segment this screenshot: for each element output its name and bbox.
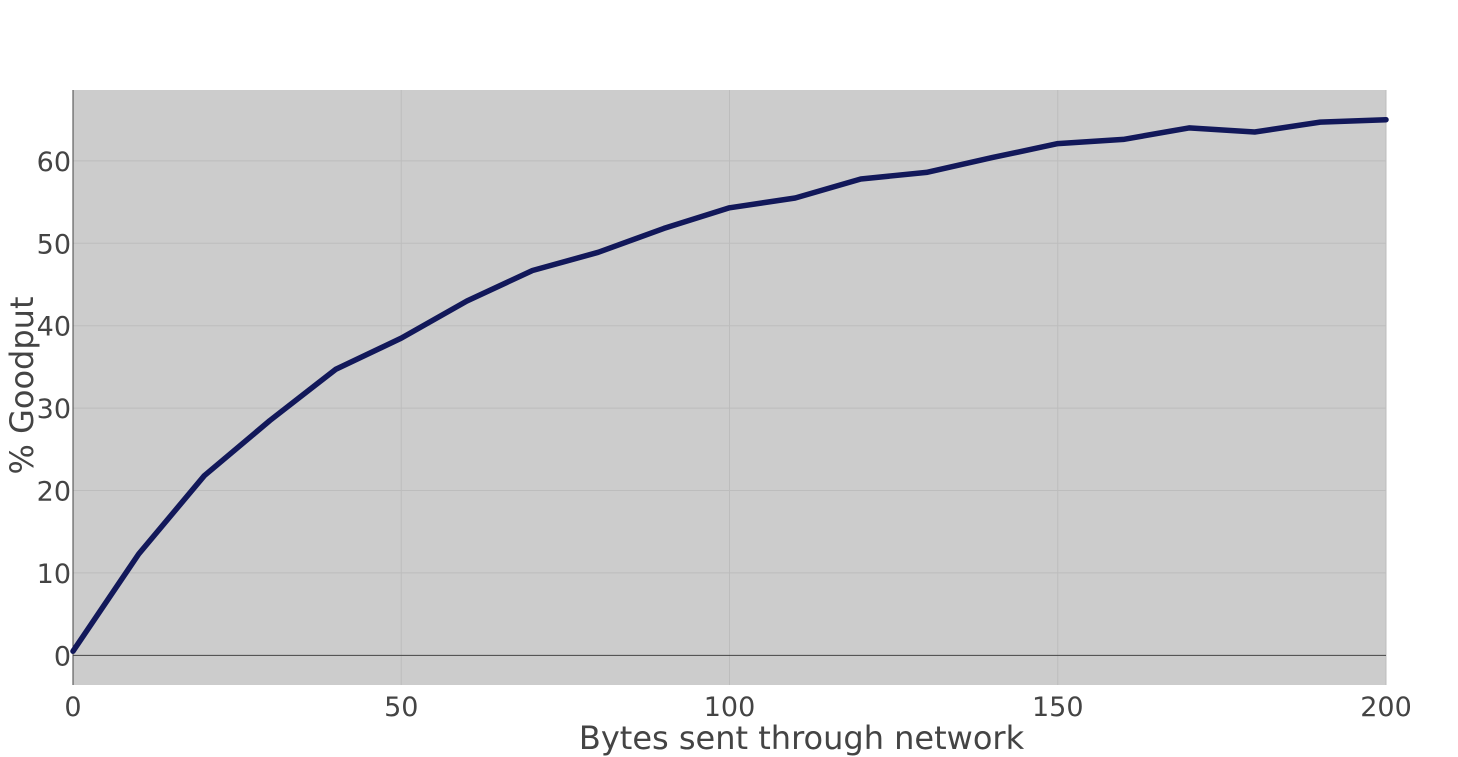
x-tick-label: 0 <box>64 692 81 723</box>
y-tick-label: 50 <box>37 229 71 260</box>
y-tick-label: 60 <box>37 147 71 178</box>
y-tick-label: 0 <box>54 641 71 672</box>
y-tick-label: 10 <box>37 559 71 590</box>
grid-lines <box>73 90 1387 685</box>
y-tick-label: 30 <box>37 394 71 425</box>
y-tick-label: 20 <box>37 477 71 508</box>
y-axis-ticks: 0 10 20 30 40 50 60 <box>37 147 71 672</box>
x-tick-label: 100 <box>704 692 756 723</box>
x-axis-title: Bytes sent through network <box>579 719 1025 757</box>
x-tick-label: 50 <box>384 692 418 723</box>
x-tick-label: 200 <box>1360 692 1412 723</box>
y-tick-label: 40 <box>37 312 71 343</box>
x-tick-label: 150 <box>1032 692 1084 723</box>
x-axis-ticks: 0 50 100 150 200 <box>64 692 1411 723</box>
y-axis-title: % Goodput <box>3 297 41 475</box>
series-layer <box>70 116 1389 654</box>
